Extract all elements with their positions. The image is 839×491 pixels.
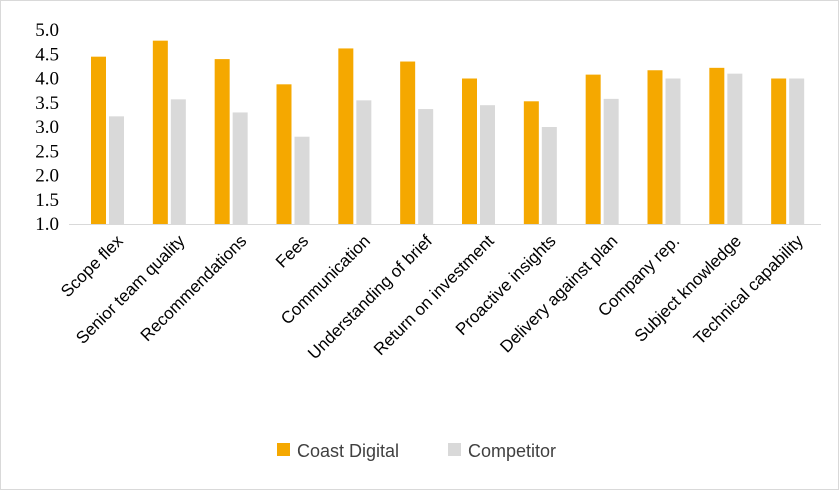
bar-competitor	[418, 109, 434, 224]
legend-swatch	[277, 443, 290, 456]
x-tick-label: Fees	[272, 231, 312, 271]
bar-coast-digital	[214, 59, 230, 224]
bar-competitor	[541, 127, 557, 224]
bar-competitor	[480, 105, 495, 224]
bar-coast-digital	[523, 101, 539, 224]
bar-competitor	[727, 73, 743, 225]
bar-coast-digital	[338, 48, 354, 225]
bar-competitor	[109, 116, 124, 224]
bar-coast-digital	[276, 84, 292, 224]
y-tick-label: 4.0	[35, 69, 59, 90]
x-tick-label: Subject knowledge	[631, 231, 745, 345]
legend-label: Coast Digital	[297, 441, 399, 461]
y-tick-label: 2.0	[35, 166, 59, 187]
bar-competitor	[665, 78, 681, 224]
bar-competitor	[789, 78, 805, 224]
x-tick-label: Delivery against plan	[496, 231, 621, 356]
y-tick-label: 4.5	[35, 44, 59, 65]
legend-label: Competitor	[468, 441, 556, 461]
bar-competitor	[356, 100, 372, 224]
bar-competitor	[232, 112, 248, 224]
bar-coast-digital	[771, 78, 787, 224]
x-tick-label: Return on investment	[370, 231, 498, 359]
bar-coast-digital	[585, 74, 601, 225]
bar-coast-digital	[709, 67, 725, 224]
bar-competitor	[294, 136, 310, 224]
x-tick-label: Senior team quality	[72, 231, 189, 348]
y-tick-label: 2.5	[35, 141, 59, 162]
x-tick-label: Understanding of brief	[304, 231, 436, 363]
x-tick-label: Technical capability	[690, 231, 807, 348]
y-tick-label: 3.5	[35, 93, 59, 114]
bars	[91, 40, 805, 225]
y-tick-label: 5.0	[35, 20, 59, 41]
bar-coast-digital	[647, 70, 663, 224]
bar-coast-digital	[400, 61, 416, 225]
bar-coast-digital	[91, 56, 106, 224]
y-tick-label: 3.0	[35, 117, 59, 138]
y-tick-label: 1.0	[35, 214, 59, 235]
legend-swatch	[448, 443, 461, 456]
bar-coast-digital	[152, 40, 168, 224]
x-tick-label: Recommendations	[137, 231, 251, 345]
legend: Coast Digital Competitor	[277, 441, 556, 461]
bar-competitor	[603, 98, 619, 224]
bar-coast-digital	[462, 78, 477, 224]
y-tick-label: 1.5	[35, 190, 59, 211]
y-axis: 1.0 1.5 2.0 2.5 3.0 3.5 4.0 4.5 5.0	[35, 20, 59, 235]
bar-competitor	[170, 99, 186, 224]
